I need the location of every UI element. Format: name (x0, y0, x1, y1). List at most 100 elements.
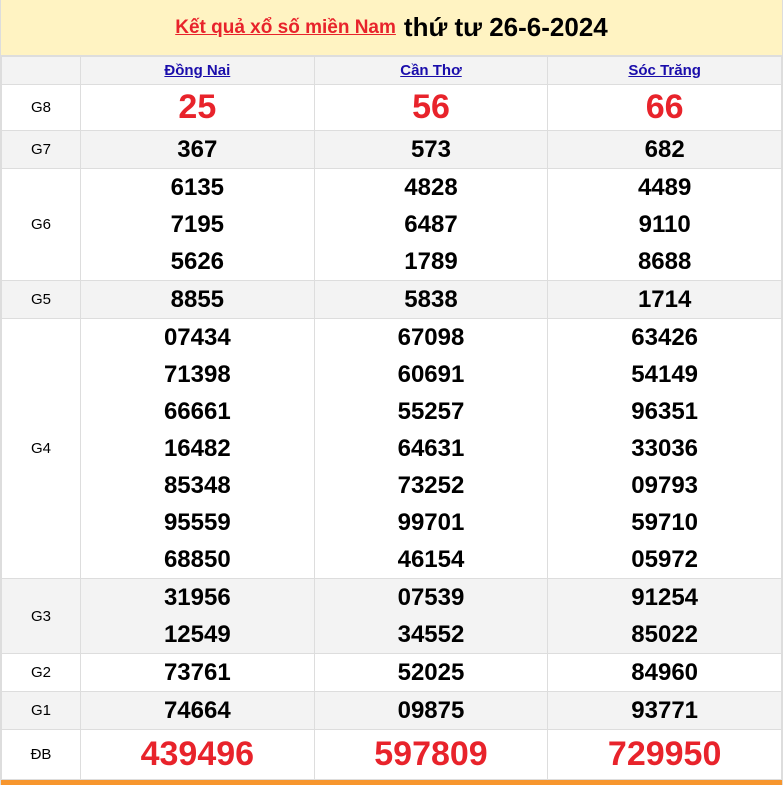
prize-number: 67098 (397, 324, 465, 351)
province-link-dong-nai[interactable]: Đồng Nai (164, 61, 231, 79)
prize-number: 33036 (631, 435, 699, 462)
prize-cell: 73761 (80, 653, 315, 692)
prize-number: 60691 (397, 361, 465, 388)
prize-row-g8: G8 25 56 66 (1, 84, 782, 131)
prize-number: 367 (177, 136, 218, 163)
prize-cell: 25 (80, 84, 315, 131)
prize-number: 09875 (397, 697, 465, 724)
prize-number: 439496 (140, 735, 255, 773)
province-link-can-tho[interactable]: Cần Thơ (400, 61, 462, 79)
prize-number: 729950 (607, 735, 722, 773)
prize-cell: 74664 (80, 691, 315, 730)
prize-number: 16482 (163, 435, 231, 462)
prize-number: 1789 (404, 248, 458, 275)
prize-number: 56 (412, 88, 450, 126)
prize-label: G7 (1, 130, 81, 169)
prize-cell: 682 (547, 130, 782, 169)
prize-number: 55257 (397, 398, 465, 425)
prize-cell: 84960 (547, 653, 782, 692)
prize-cell: 93771 (547, 691, 782, 730)
prize-number: 9110 (638, 211, 691, 238)
prize-number: 63426 (631, 324, 699, 351)
prize-cell: 66 (547, 84, 782, 131)
prize-number: 93771 (631, 697, 699, 724)
prize-cell: 67098 60691 55257 64631 73252 99701 46154 (313, 318, 549, 579)
prize-label: G6 (1, 168, 81, 281)
prize-number: 96351 (631, 398, 699, 425)
prize-number: 66 (645, 88, 684, 126)
prize-number: 64631 (397, 435, 465, 462)
province-header: Sóc Trăng (547, 56, 782, 85)
prize-cell: 1714 (547, 280, 782, 319)
prize-number: 68850 (163, 546, 231, 573)
header-empty-cell (1, 56, 81, 85)
province-header-row: Đồng Nai Cần Thơ Sóc Trăng (1, 56, 782, 85)
prize-number: 52025 (397, 659, 465, 686)
prize-number: 5838 (404, 286, 458, 313)
prize-cell: 367 (80, 130, 315, 169)
prize-number: 7195 (170, 211, 225, 238)
prize-number: 573 (410, 136, 451, 163)
prize-number: 91254 (631, 584, 699, 611)
prize-cell: 07539 34552 (313, 578, 549, 654)
prize-cell: 5838 (313, 280, 549, 319)
prize-number: 6487 (404, 211, 458, 238)
prize-cell: 56 (313, 84, 549, 131)
prize-number: 85022 (631, 621, 699, 648)
results-title: Kết quả xổ số miền Nam thứ tư 26-6-2024 (1, 0, 782, 56)
province-header: Đồng Nai (80, 56, 315, 85)
prize-number: 8855 (170, 286, 225, 313)
prize-row-đb: ĐB 439496 597809 729950 (1, 729, 782, 780)
prize-number: 73761 (163, 659, 231, 686)
prize-number: 84960 (631, 659, 699, 686)
prize-number: 25 (178, 88, 217, 126)
prize-number: 31956 (163, 584, 231, 611)
results-link[interactable]: Kết quả xổ số miền Nam (175, 16, 396, 38)
prize-cell: 4489 9110 8688 (547, 168, 782, 281)
prize-cell: 6135 7195 5626 (80, 168, 315, 281)
prize-row-g1: G1 74664 09875 93771 (1, 691, 782, 730)
prize-label: G5 (1, 280, 81, 319)
prize-number: 95559 (163, 509, 231, 536)
prize-number: 66661 (163, 398, 231, 425)
prize-label: G4 (1, 318, 81, 579)
prize-number: 07434 (163, 324, 231, 351)
prize-cell: 597809 (313, 729, 549, 780)
bottom-bar (1, 780, 782, 785)
prize-number: 4489 (637, 174, 692, 201)
prize-label: G1 (1, 691, 81, 730)
prize-row-g4: G4 07434 71398 66661 16482 85348 95559 68850 670… (1, 318, 782, 579)
prize-cell: 52025 (313, 653, 549, 692)
prize-row-g3: G3 31956 12549 07539 34552 91254 85022 (1, 578, 782, 654)
prize-number: 6135 (170, 174, 225, 201)
prize-row-g7: G7 367 573 682 (1, 130, 782, 169)
prize-cell: 07434 71398 66661 16482 85348 95559 68850 (80, 318, 315, 579)
prize-number: 597809 (374, 735, 488, 773)
prize-number: 73252 (397, 472, 465, 499)
results-table: Đồng Nai Cần Thơ Sóc Trăng G8 25 56 66 G7 367… (1, 56, 782, 780)
prize-label: ĐB (1, 729, 81, 780)
prize-number: 34552 (397, 621, 465, 648)
prize-number: 4828 (404, 174, 458, 201)
prize-row-g6: G6 6135 7195 5626 4828 6487 1789 4489 9110 8688 (1, 168, 782, 281)
prize-cell: 439496 (80, 729, 315, 780)
prize-number: 71398 (163, 361, 231, 388)
prize-number: 46154 (397, 546, 465, 573)
prize-cell: 729950 (547, 729, 782, 780)
prize-row-g2: G2 73761 52025 84960 (1, 653, 782, 692)
province-link-soc-trang[interactable]: Sóc Trăng (628, 61, 701, 79)
prize-number: 99701 (397, 509, 465, 536)
prize-label: G2 (1, 653, 81, 692)
prize-cell: 09875 (313, 691, 549, 730)
prize-label: G3 (1, 578, 81, 654)
prize-number: 12549 (163, 621, 231, 648)
province-header: Cần Thơ (313, 56, 549, 85)
prize-number: 5626 (170, 248, 225, 275)
prize-number: 8688 (637, 248, 692, 275)
prize-number: 85348 (163, 472, 231, 499)
prize-cell: 31956 12549 (80, 578, 315, 654)
prize-number: 682 (644, 136, 685, 163)
prize-cell: 63426 54149 96351 33036 09793 59710 05972 (547, 318, 782, 579)
prize-number: 09793 (631, 472, 699, 499)
